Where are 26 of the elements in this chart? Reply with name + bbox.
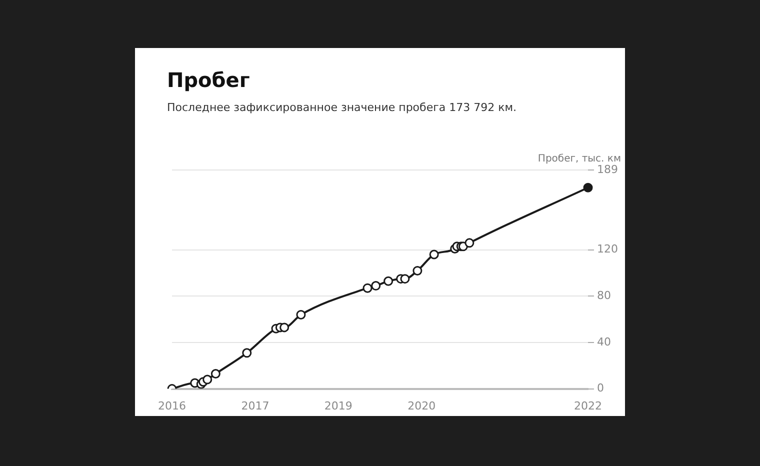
point: [362, 283, 372, 293]
x-tick-label: 2017: [241, 399, 270, 412]
point: [412, 266, 422, 276]
y-tick-label: 40: [597, 335, 612, 348]
x-tick-label: 2020: [408, 399, 436, 412]
chart-subtitle: Последнее зафиксированное значение пробега 173 792 км.: [167, 101, 517, 114]
x-tick-label: 2016: [158, 399, 186, 412]
y-tick-label: 120: [597, 242, 618, 256]
x-tick-label: 2019: [324, 399, 352, 412]
point: [583, 182, 593, 192]
point: [400, 274, 410, 284]
point: [384, 276, 394, 286]
point: [202, 374, 212, 384]
x-tick-label: 2022: [574, 399, 602, 412]
point: [296, 310, 306, 320]
point: [429, 250, 439, 260]
point: [242, 348, 252, 358]
y-tick-label: 189: [597, 162, 618, 176]
point: [464, 238, 474, 248]
y-tick-label: 0: [597, 382, 604, 395]
point: [371, 281, 381, 291]
chart-title: Пробег: [167, 68, 250, 92]
point: [280, 322, 290, 332]
y-axis-title: Пробег, тыс. км: [538, 154, 621, 165]
y-tick-label: 80: [597, 289, 612, 302]
point: [210, 369, 220, 378]
